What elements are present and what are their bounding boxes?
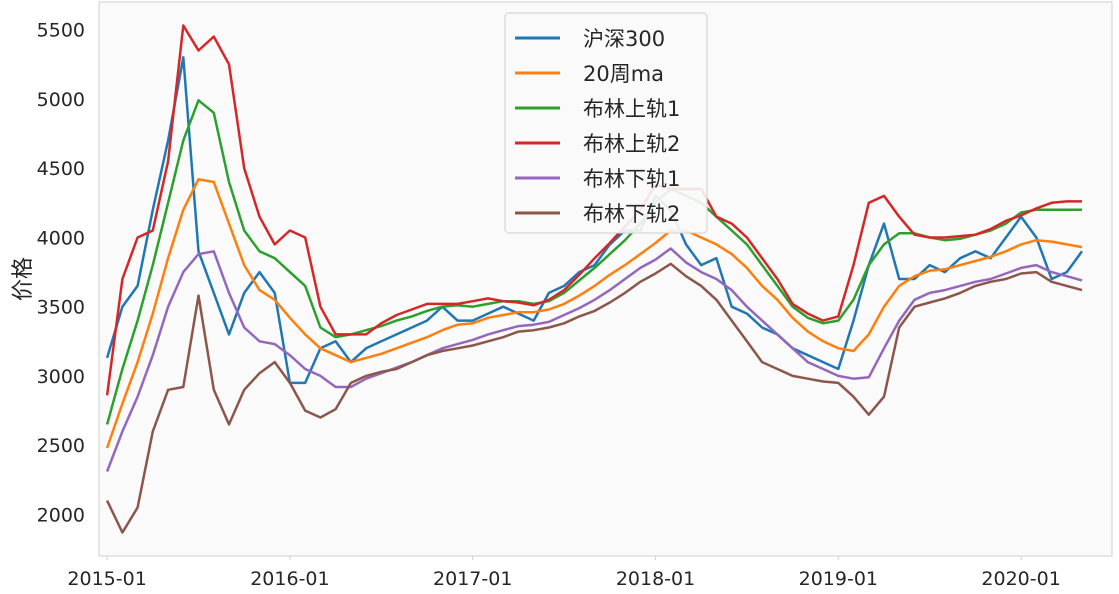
y-tick-label: 2000 — [37, 504, 85, 526]
legend: 沪深300 20周ma 布林上轨1 布林上轨2 布林下轨1 布林下轨2 — [504, 12, 708, 234]
y-tick-label: 3000 — [37, 366, 85, 388]
legend-label-4: 布林下轨1 — [583, 167, 680, 191]
series-line-4 — [105, 247, 1083, 472]
y-tick-labels: 2000 2500 3000 3500 4000 4500 5000 5500 — [37, 20, 85, 527]
y-axis-title: 价格 — [11, 257, 36, 301]
series-line-5 — [105, 262, 1083, 534]
legend-label-3: 布林上轨2 — [583, 132, 680, 156]
x-tick-label: 2017-01 — [433, 568, 512, 590]
legend-label-2: 布林上轨1 — [583, 97, 680, 121]
x-tick-label: 2020-01 — [981, 568, 1060, 590]
x-tick-labels: 2015-01 2016-01 2017-01 2018-01 2019-01 2020-… — [67, 556, 1061, 590]
y-tick-label: 5500 — [37, 20, 85, 42]
series-line-1 — [105, 178, 1083, 449]
legend-label-5: 布林下轨2 — [583, 202, 680, 226]
legend-label-0: 沪深300 — [583, 27, 665, 51]
x-tick-label: 2015-01 — [67, 568, 146, 590]
y-tick-label: 2500 — [37, 435, 85, 457]
legend-items: 沪深300 20周ma 布林上轨1 布林上轨2 布林下轨1 布林下轨2 — [515, 27, 680, 226]
plot-area-frame — [98, 1, 1113, 557]
y-tick-label: 5000 — [37, 89, 85, 111]
series-layer — [105, 24, 1084, 534]
y-tick-label: 4000 — [37, 227, 85, 249]
legend-label-1: 20周ma — [583, 62, 664, 86]
x-tick-label: 2016-01 — [250, 568, 329, 590]
y-tick-label: 4500 — [37, 158, 85, 180]
y-tick-label: 3500 — [37, 297, 85, 319]
x-tick-label: 2018-01 — [616, 568, 695, 590]
series-line-3 — [105, 24, 1082, 396]
x-tick-label: 2019-01 — [799, 568, 878, 590]
